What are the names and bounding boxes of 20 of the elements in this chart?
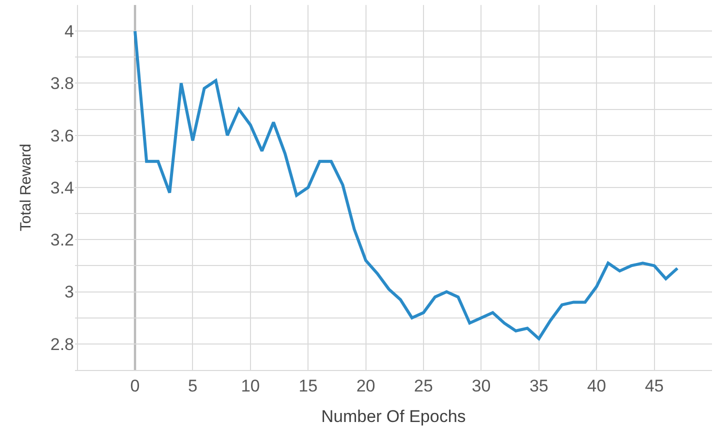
- x-tick-label: 20: [356, 376, 376, 396]
- y-tick-label: 4: [64, 22, 74, 42]
- y-tick-label: 3.8: [50, 74, 74, 94]
- y-tick-label: 3.4: [50, 178, 74, 198]
- y-tick-label: 3: [64, 282, 74, 302]
- x-tick-label: 10: [240, 376, 260, 396]
- y-tick-label: 3.6: [50, 126, 74, 146]
- x-tick-label: 15: [298, 376, 318, 396]
- x-tick-label: 25: [414, 376, 433, 396]
- x-tick-label: 45: [644, 376, 664, 396]
- line-series: [134, 30, 679, 340]
- y-tick-label: 2.8: [50, 334, 74, 354]
- y-tick-label: 3.2: [50, 230, 74, 250]
- x-axis-title: Number Of Epochs: [321, 406, 466, 426]
- x-tick-label: 35: [529, 376, 548, 396]
- x-tick-label: 30: [472, 376, 491, 396]
- x-tick-label: 0: [130, 376, 140, 396]
- x-tick-label: 5: [188, 376, 198, 396]
- y-axis-title: Total Reward: [18, 144, 35, 232]
- x-tick-label: 40: [587, 376, 606, 396]
